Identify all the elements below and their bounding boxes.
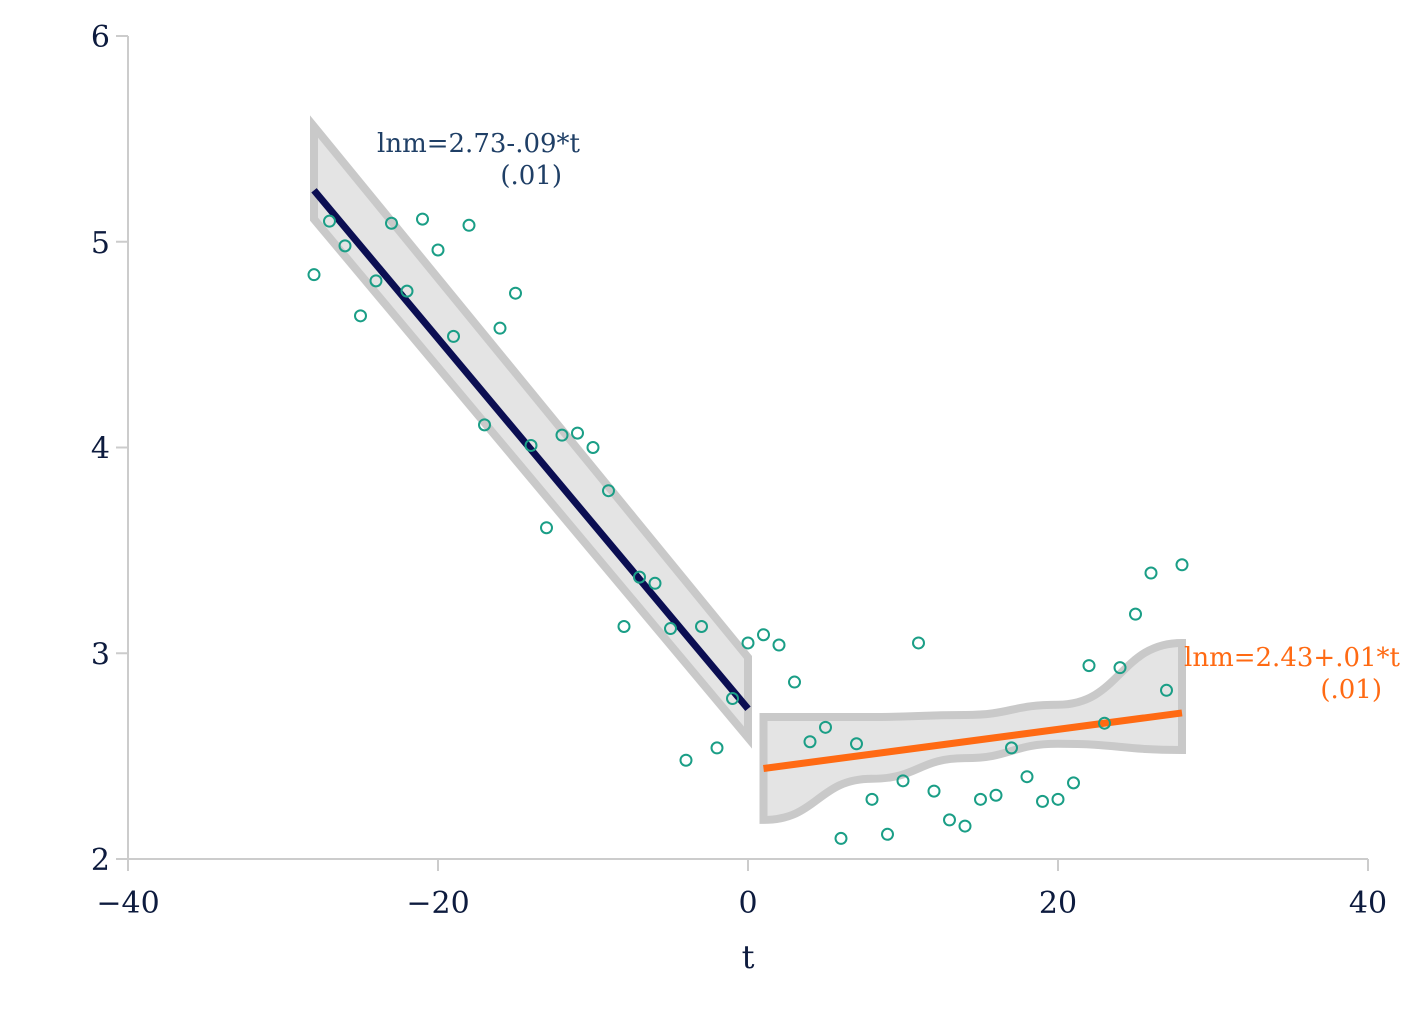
data-point xyxy=(400,284,414,298)
data-point xyxy=(540,521,553,535)
y-ticks: 2 3 4 5 6 xyxy=(91,20,128,878)
data-point xyxy=(927,784,941,798)
x-tick-label: 20 xyxy=(1039,886,1077,921)
data-point xyxy=(726,692,739,706)
fit-lines xyxy=(311,188,1183,772)
fit-line-left xyxy=(311,188,751,712)
data-point xyxy=(447,329,460,343)
data-point xyxy=(323,214,336,228)
confidence-band-right xyxy=(759,638,1186,824)
data-point xyxy=(943,813,956,827)
data-point xyxy=(509,286,522,300)
data-point xyxy=(958,819,972,833)
data-point xyxy=(1098,716,1111,730)
data-point xyxy=(912,636,925,650)
x-tick-label: 0 xyxy=(738,886,757,921)
confidence-band-left xyxy=(310,115,752,749)
data-point xyxy=(1129,607,1142,621)
data-point xyxy=(865,792,879,806)
data-points xyxy=(307,212,1189,845)
data-point xyxy=(1160,683,1173,697)
left-fit-se: (.01) xyxy=(500,161,562,191)
fit-line-right xyxy=(763,709,1183,772)
y-tick-label: 5 xyxy=(91,226,110,261)
data-point xyxy=(493,321,507,335)
data-point xyxy=(369,274,383,288)
data-point xyxy=(478,418,491,432)
data-point xyxy=(602,484,615,498)
data-point xyxy=(788,675,801,689)
data-point xyxy=(695,620,708,634)
data-point xyxy=(1175,558,1189,572)
data-point xyxy=(586,441,600,454)
x-tick-label: −20 xyxy=(406,886,469,921)
data-point xyxy=(1067,776,1080,790)
y-tick-label: 3 xyxy=(91,637,110,672)
axes: −40 −20 0 20 40 2 3 4 5 6 xyxy=(91,20,1387,921)
x-axis-title: t xyxy=(742,938,755,976)
data-point xyxy=(1051,792,1065,806)
data-point xyxy=(679,753,693,767)
data-point xyxy=(834,831,848,845)
data-point xyxy=(989,788,1003,802)
data-point xyxy=(1036,794,1049,808)
data-point xyxy=(974,792,987,806)
data-point xyxy=(741,636,755,650)
data-point xyxy=(633,570,646,584)
y-tick-label: 4 xyxy=(91,432,110,467)
data-point xyxy=(431,243,445,257)
x-tick-label: −40 xyxy=(96,886,159,921)
data-point xyxy=(1020,770,1034,784)
data-point xyxy=(881,827,894,841)
data-point xyxy=(462,218,476,232)
confidence-bands xyxy=(310,115,1186,824)
data-point xyxy=(1113,661,1127,675)
data-point xyxy=(338,239,352,253)
data-point xyxy=(524,438,538,452)
data-point xyxy=(617,620,631,634)
data-point xyxy=(1005,741,1018,755)
data-point xyxy=(555,428,569,442)
data-point xyxy=(416,212,429,226)
y-tick-label: 2 xyxy=(91,843,110,878)
data-point xyxy=(850,737,863,751)
data-point xyxy=(648,576,662,590)
data-point xyxy=(1082,659,1096,673)
data-point xyxy=(571,426,584,440)
data-point xyxy=(819,720,832,734)
data-point xyxy=(896,774,910,788)
data-point xyxy=(354,309,367,323)
x-ticks: −40 −20 0 20 40 xyxy=(96,859,1387,921)
data-point xyxy=(307,268,321,282)
data-point xyxy=(1144,566,1158,580)
fit-annotations: lnm=2.73-.09*t (.01) lnm=2.43+.01*t (.01… xyxy=(377,129,1401,705)
x-tick-label: 40 xyxy=(1349,886,1387,921)
data-point xyxy=(772,638,786,652)
y-tick-label: 6 xyxy=(91,20,110,55)
data-point xyxy=(385,216,398,230)
data-point xyxy=(803,735,817,749)
left-fit-equation: lnm=2.73-.09*t xyxy=(377,129,581,159)
data-point xyxy=(664,622,677,636)
right-fit-equation: lnm=2.43+.01*t xyxy=(1184,643,1401,673)
right-fit-se: (.01) xyxy=(1320,675,1382,705)
data-point xyxy=(710,741,724,755)
data-point xyxy=(757,628,770,642)
